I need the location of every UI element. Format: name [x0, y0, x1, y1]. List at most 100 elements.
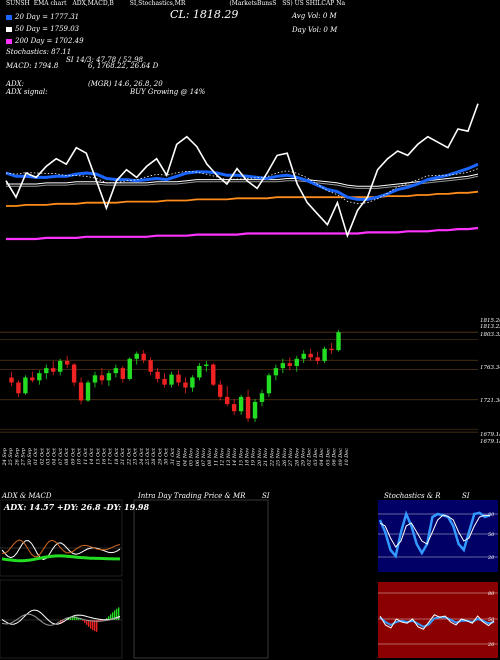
close-price: CL: 1818.29 [170, 8, 239, 21]
date-tick-label: 05 Nov [189, 448, 195, 466]
date-tick-label: 22 Nov [269, 448, 275, 467]
candle-body [44, 368, 49, 374]
candle-body [23, 377, 28, 394]
date-tick-label: 10 Dec [344, 448, 350, 466]
candle-body [155, 371, 160, 379]
date-tick-label: 14 Nov [232, 448, 238, 466]
macd-histogram-bar [114, 610, 116, 620]
adx-label: ADX: [6, 80, 25, 88]
candle-body [197, 365, 202, 378]
si-level-label: 20 [487, 642, 495, 648]
chart-header: SUNSH EMA chart ADX,MACD,B SI,Stochastic… [6, 0, 345, 7]
day-volume: Day Vol: 0 M [292, 26, 338, 34]
macd-histogram-bar [94, 620, 96, 632]
panel-adx-values: ADX: 14.57 +DY: 26.8 -DY: 19.98 [4, 502, 150, 512]
date-tick-label: 15 Oct [95, 447, 101, 465]
date-tick-label: 15 Nov [238, 448, 244, 466]
macd-histogram-bar [82, 620, 84, 621]
stoch-level-label: 80 [488, 512, 495, 518]
macd-histogram-bar [84, 620, 86, 623]
candle-body [9, 377, 14, 383]
date-tick-label: 03 Oct [46, 447, 52, 465]
candle-body [301, 353, 306, 359]
date-tick-label: 26 Sep [14, 447, 20, 466]
candle-body [231, 404, 237, 412]
macd-histogram-bar [92, 620, 94, 631]
si-d-line [379, 616, 495, 628]
candle-body [92, 375, 98, 383]
date-tick-label: 27 Nov [288, 448, 294, 467]
date-tick-label: 18 Nov [245, 448, 251, 466]
price-scale-label: 1679.18 [480, 432, 500, 438]
stoch-level-label: 50 [488, 532, 495, 538]
macd-histogram-bar [86, 620, 88, 625]
macd-histogram-bar [102, 620, 104, 621]
price-close-line [5, 103, 479, 239]
candle-body [294, 358, 299, 366]
candle-body [30, 377, 35, 381]
candle-body [315, 357, 320, 361]
date-tick-label: 02 Oct [39, 447, 45, 465]
candle-body [78, 382, 84, 401]
ema100-line [6, 190, 479, 207]
candle-body [51, 368, 56, 372]
macd-label: MACD: 1794.8 [6, 62, 59, 70]
ema50-line [6, 173, 479, 187]
candle-body [85, 382, 91, 401]
date-tick-label: 13 Nov [226, 448, 232, 466]
indicator-panels: 80 50 20 80 50 20 [0, 499, 498, 659]
macd-histogram-bar [62, 620, 64, 623]
candle-body [224, 396, 230, 405]
date-tick-label: 04 Nov [182, 448, 188, 466]
date-tick-label: 24 Oct [139, 447, 145, 466]
date-tick-label: 03 Dec [313, 448, 319, 466]
adx-panel [0, 499, 123, 577]
macd-histogram-bar [110, 614, 112, 620]
candle-body [218, 384, 223, 397]
legend-ema20: 20 Day = 1777.31 [6, 13, 79, 21]
candle-body [238, 396, 244, 412]
date-tick-label: 08 Nov [207, 448, 213, 466]
header-item-ema: EMA chart [33, 0, 67, 7]
date-tick-label: 17 Oct [108, 447, 114, 465]
date-tick-label: 14 Oct [89, 447, 95, 465]
panel-title-stoch: Stochastics & R [384, 492, 441, 500]
legend-swatch-white [6, 26, 12, 32]
date-tick-label: 06 Nov [195, 448, 201, 466]
date-tick-label: 09 Dec [338, 448, 344, 466]
date-tick-label: 25 Sep [8, 447, 14, 466]
date-tick-label: 23 Oct [133, 447, 139, 466]
candle-body [176, 374, 181, 383]
candle-body [162, 378, 167, 385]
candle-body [71, 364, 77, 383]
price-scale-label: 1679.18 [480, 439, 500, 445]
candle-body [169, 374, 174, 385]
candle-body [134, 353, 139, 359]
candle-body [37, 373, 42, 381]
candle-body [336, 332, 341, 351]
macd-histogram-bar [80, 619, 82, 620]
si-k-line [379, 614, 495, 630]
date-tick-label: 30 Sep [27, 447, 33, 465]
price-grid [0, 331, 478, 433]
macd-histogram-bar [90, 620, 92, 629]
stochastics-value: Stochastics: 87.11 [6, 48, 72, 56]
macd-histogram-bar [116, 608, 118, 620]
si-level-label: 80 [488, 591, 495, 597]
header-prefix: SUNSH [6, 0, 30, 7]
date-tick-label: 09 Oct [70, 447, 76, 465]
legend-ema200: 200 Day = 1702.49 [6, 37, 84, 45]
header-item-markets: (MarketsBunsS [229, 0, 277, 7]
candle-body [64, 360, 70, 365]
date-axis: 24 Sep 25 Sep 26 Sep 27 Sep 30 Sep 01 Oct 02 O… [2, 447, 350, 467]
date-tick-label: 08 Oct [64, 447, 70, 465]
legend-swatch-blue [6, 14, 12, 20]
candle-body [211, 364, 216, 385]
date-tick-label: 21 Nov [263, 448, 269, 467]
candle-body [16, 382, 21, 394]
date-tick-label: 06 Dec [332, 448, 338, 466]
adx-values: (MGR) 14.6, 26.8, 20 [88, 80, 163, 88]
date-tick-label: 18 Oct [114, 447, 120, 465]
date-tick-label: 04 Dec [319, 448, 325, 466]
date-tick-label: 12 Nov [220, 448, 226, 466]
